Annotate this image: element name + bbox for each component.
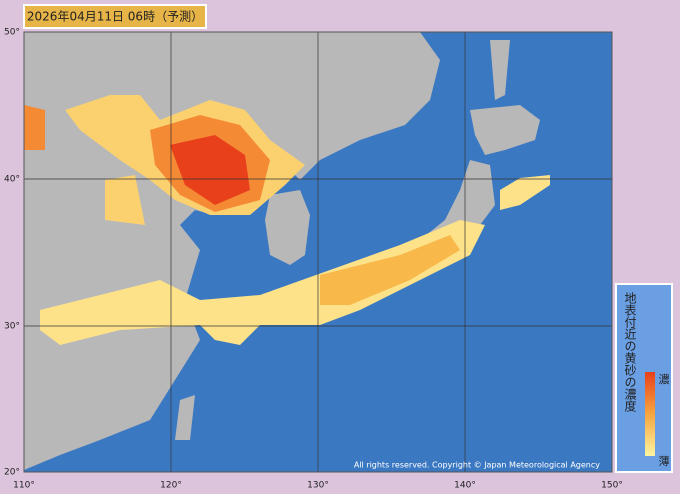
- hokkaido: [470, 105, 540, 155]
- dust-area: [320, 235, 460, 305]
- legend-scale: [645, 372, 655, 456]
- dust-area: [500, 175, 550, 210]
- legend-low: 薄: [659, 454, 670, 468]
- legend-title: 地表付近の黄砂の濃度: [623, 292, 637, 412]
- copyright: All rights reserved. Copyright © Japan M…: [354, 461, 600, 470]
- graticule: [24, 32, 612, 472]
- lon-label: 130°: [307, 481, 329, 491]
- lon-label: 110°: [13, 481, 35, 491]
- map-frame: [23, 31, 613, 473]
- title-box: [23, 4, 207, 29]
- dust-area: [170, 135, 250, 205]
- legend-box: [615, 283, 673, 473]
- legend-high: 濃: [659, 372, 670, 386]
- lat-label: 50°: [4, 28, 20, 38]
- dust-area: [40, 220, 485, 345]
- map: [24, 32, 612, 472]
- korea: [265, 190, 310, 265]
- sakhalin: [490, 40, 510, 100]
- dust-area: [105, 175, 145, 225]
- lat-label: 20°: [4, 468, 20, 478]
- taiwan: [175, 395, 195, 440]
- dust-area: [24, 105, 45, 150]
- axis-labels: 50° 40° 30° 20° 110° 120° 130° 140° 150°: [4, 28, 623, 491]
- lat-label: 40°: [4, 175, 20, 185]
- lon-label: 140°: [454, 481, 476, 491]
- title: 2026年04月11日 06時（予測）: [27, 10, 203, 24]
- lat-label: 30°: [4, 322, 20, 332]
- lon-label: 120°: [160, 481, 182, 491]
- lon-label: 150°: [601, 481, 623, 491]
